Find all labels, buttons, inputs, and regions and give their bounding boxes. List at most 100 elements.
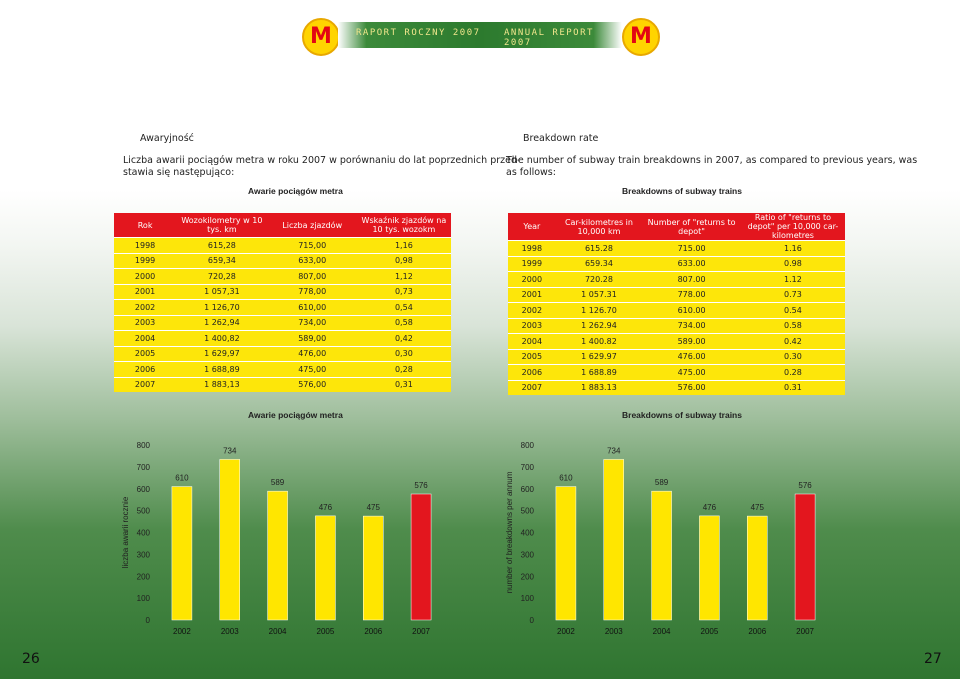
table-row: 2001 1 057.31 778.00 0.73 [508, 286, 845, 303]
col-header: Year [508, 213, 556, 241]
page-number-left: 26 [22, 651, 40, 667]
table-cell: 1998 [508, 240, 556, 256]
bar-value-label: 576 [414, 481, 428, 490]
chart-title-right: Breakdowns of subway trains [622, 410, 742, 420]
table-cell: 2006 [508, 364, 556, 380]
table-cell: 2005 [508, 348, 556, 365]
table-cell: 0.54 [740, 302, 845, 318]
y-tick-label: 400 [137, 529, 151, 538]
table-cell: 1 883.13 [555, 379, 643, 395]
table-row: 1998 615.28 715.00 1.16 [508, 240, 845, 256]
table-row: 2002 1 126.70 610.00 0.54 [508, 302, 845, 318]
table-title-right: Breakdowns of subway trains [622, 186, 742, 196]
table-cell: 576.00 [642, 379, 741, 395]
y-tick-label: 700 [137, 463, 151, 472]
bar-value-label: 589 [655, 478, 669, 487]
table-cell: 0,28 [356, 361, 451, 377]
table-cell: 2007 [114, 376, 177, 392]
chart-title-left: Awarie pociągów metra [248, 410, 343, 420]
table-row: 2002 1 126,70 610,00 0,54 [114, 299, 451, 315]
section-title-right: Breakdown rate [523, 133, 599, 144]
y-tick-label: 800 [521, 441, 535, 450]
y-tick-label: 200 [521, 572, 535, 581]
intro-left: Liczba awarii pociągów metra w roku 2007… [123, 155, 521, 166]
table-cell: 734.00 [642, 317, 741, 334]
table-row: 2006 1 688,89 475,00 0,28 [114, 361, 451, 377]
bar [651, 490, 672, 621]
table-cell: 1.12 [740, 271, 845, 287]
table-cell: 0.31 [740, 379, 845, 395]
y-tick-label: 300 [137, 550, 151, 559]
bar-chart-left: 0 100 200 300 400 500 600 700 800 liczba awarii r… [121, 441, 432, 636]
table-cell: 2007 [508, 379, 556, 395]
table-cell: 0.98 [740, 255, 845, 272]
table-cell: 659.34 [555, 255, 643, 272]
y-tick-label: 0 [146, 616, 151, 625]
table-cell: 1 883,13 [176, 376, 268, 392]
page-number-right: 27 [924, 651, 942, 667]
y-axis-label: number of breakdowns per annum [505, 471, 514, 593]
bar [363, 515, 384, 621]
table-row: 2005 1 629.97 476.00 0.30 [508, 348, 845, 365]
table-cell: 0,42 [356, 330, 451, 346]
table-cell: 720,28 [176, 268, 268, 284]
table-row: 1999 659,34 633,00 0,98 [114, 252, 451, 269]
table-cell: 807.00 [642, 271, 741, 287]
table-cell: 0.73 [740, 286, 845, 303]
table-cell: 475.00 [642, 364, 741, 380]
x-tick-label: 2006 [364, 627, 382, 636]
table-cell: 715.00 [642, 240, 741, 256]
intro-right: The number of subway train breakdowns in… [506, 155, 918, 166]
y-tick-label: 600 [137, 485, 151, 494]
table-cell: 1 688.89 [555, 364, 643, 380]
table-cell: 0.30 [740, 348, 845, 365]
bar-value-label: 476 [703, 503, 717, 512]
section-title-left: Awaryjność [140, 133, 194, 144]
table-cell: 720.28 [555, 271, 643, 287]
x-tick-label: 2003 [221, 627, 239, 636]
table-cell: 1.16 [740, 240, 845, 256]
col-header: Number of "returns to depot" [642, 213, 741, 241]
table-cell: 0.28 [740, 364, 845, 380]
table-cell: 0,73 [356, 283, 451, 300]
table-cell: 0.58 [740, 317, 845, 334]
table-row: 2005 1 629,97 476,00 0,30 [114, 345, 451, 362]
table-title-left: Awarie pociągów metra [248, 186, 343, 196]
col-header: Ratio of "returns to depot" per 10,000 c… [740, 213, 845, 241]
table-cell: 659,34 [176, 252, 268, 269]
bar [603, 459, 624, 621]
table-cell: 610,00 [267, 299, 357, 315]
x-tick-label: 2006 [748, 627, 766, 636]
table-cell: 1 057,31 [176, 283, 268, 300]
table-cell: 476.00 [642, 348, 741, 365]
table-row: 1999 659.34 633.00 0.98 [508, 255, 845, 272]
table-cell: 2003 [114, 314, 177, 331]
table-row: 2000 720.28 807.00 1.12 [508, 271, 845, 287]
y-tick-label: 500 [137, 507, 151, 516]
y-tick-label: 0 [530, 616, 535, 625]
table-cell: 0,98 [356, 252, 451, 269]
table-cell: 2002 [114, 299, 177, 315]
x-tick-label: 2007 [412, 627, 430, 636]
table-row: 2004 1 400.82 589.00 0.42 [508, 333, 845, 349]
table-cell: 633.00 [642, 255, 741, 272]
table-cell: 2004 [508, 333, 556, 349]
table-cell: 1,12 [356, 268, 451, 284]
table-cell: 1999 [114, 252, 177, 269]
table-cell: 2003 [508, 317, 556, 334]
bar [699, 515, 720, 621]
table-cell: 2001 [508, 286, 556, 303]
y-tick-label: 100 [137, 594, 151, 603]
table-row: 2007 1 883.13 576.00 0.31 [508, 379, 845, 395]
intro-left-2: stawia się następująco: [123, 167, 235, 178]
bar [267, 490, 288, 621]
y-tick-label: 400 [521, 529, 535, 538]
bar [410, 493, 432, 621]
y-tick-label: 200 [137, 572, 151, 581]
bar-value-label: 610 [559, 474, 573, 483]
table-cell: 2005 [114, 345, 177, 362]
col-header: Rok [114, 213, 177, 238]
x-tick-label: 2005 [701, 627, 719, 636]
table-cell: 1 629,97 [176, 345, 268, 362]
y-tick-label: 700 [521, 463, 535, 472]
